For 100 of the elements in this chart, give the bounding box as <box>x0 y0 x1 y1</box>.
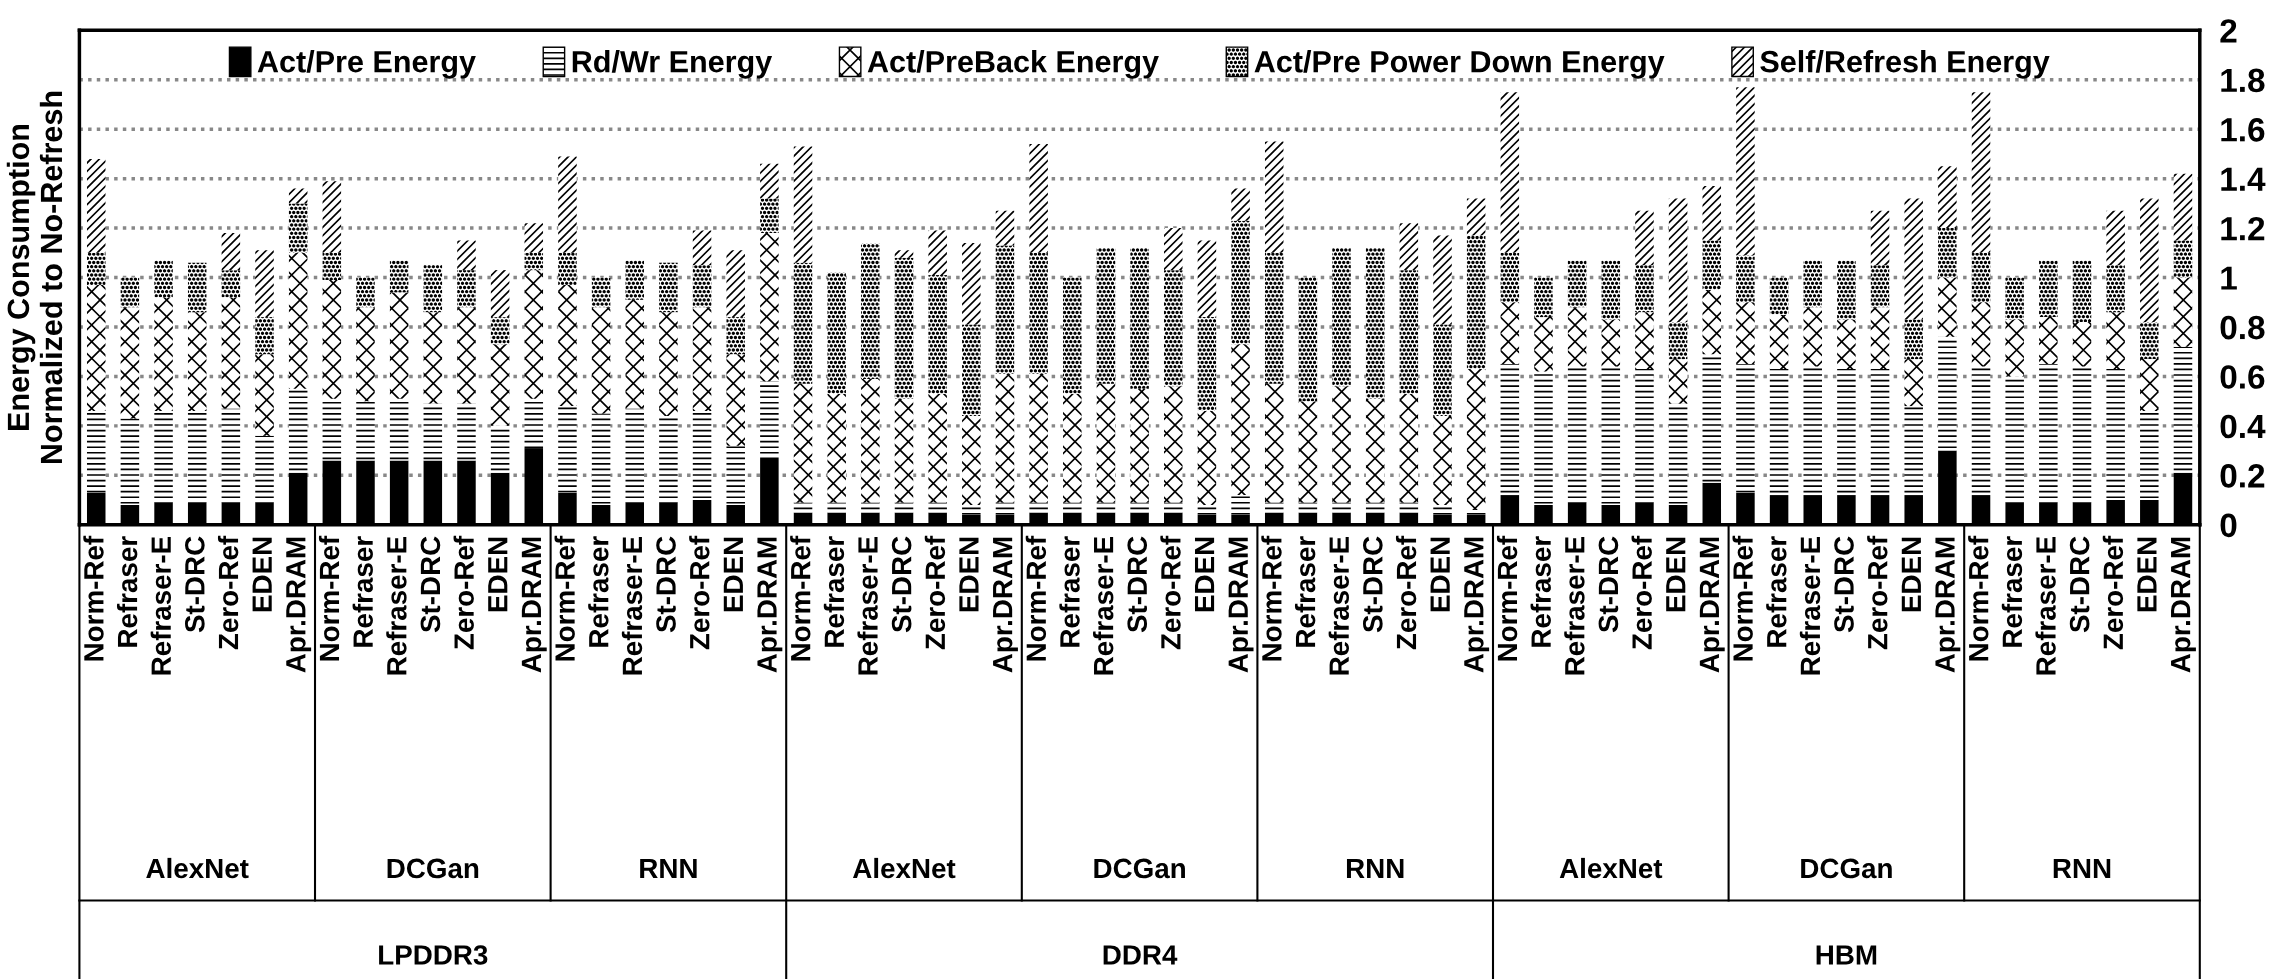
bar <box>2072 260 2092 323</box>
bar <box>1870 210 1890 266</box>
bar <box>1769 369 1789 496</box>
x-tick-label: St-DRC <box>1834 536 1854 633</box>
bar <box>288 203 308 253</box>
bar <box>558 284 577 407</box>
x-tick-label: Norm-Ref <box>83 535 104 661</box>
bar <box>1130 247 1149 389</box>
bar <box>1534 317 1553 372</box>
bar <box>861 378 880 503</box>
bar <box>2140 411 2159 501</box>
legend-label: Self/Refresh Energy <box>1760 50 2050 79</box>
x-tick-label: Zero-Ref <box>1395 535 1417 650</box>
x-tick-label: Zero-Ref <box>2102 535 2124 650</box>
text: DCGan <box>1801 858 1892 879</box>
bar <box>894 250 914 258</box>
x-tick-label: Refraser <box>1530 536 1551 647</box>
x-tick-label: Refraser-E <box>150 536 172 675</box>
bar <box>827 502 846 513</box>
bar <box>86 252 106 285</box>
bar <box>86 411 106 493</box>
x-tick-label: Apr.DRAM <box>521 537 547 673</box>
bar <box>827 393 846 503</box>
bar <box>793 383 813 503</box>
x-tick-label: St-DRC <box>1598 536 1619 633</box>
bar <box>524 270 544 399</box>
y-tick-label: 2 <box>2220 19 2237 43</box>
bar <box>490 270 510 318</box>
x-tick-label: Refraser-E <box>1328 536 1349 675</box>
bar <box>861 242 880 379</box>
bar <box>1567 366 1587 503</box>
bar <box>1197 240 1217 318</box>
bar <box>1870 265 1890 308</box>
bar <box>1803 366 1822 496</box>
bar <box>221 233 241 271</box>
x-tick-label: EDEN <box>1430 537 1450 612</box>
bar <box>490 317 510 345</box>
bar <box>1668 403 1688 505</box>
bar <box>423 312 443 404</box>
bar <box>356 401 375 461</box>
x-tick-label: Zero-Ref <box>453 535 474 650</box>
bar <box>2106 210 2125 266</box>
legend-label: Act/PreBack Energy <box>867 50 1159 79</box>
bar <box>1702 354 1722 483</box>
bar <box>1803 260 1822 308</box>
x-tick-label: Zero-Ref <box>689 535 710 650</box>
bar <box>962 504 981 515</box>
bar <box>659 312 678 416</box>
bar <box>1264 141 1284 253</box>
bar <box>894 398 914 503</box>
bar <box>1769 314 1789 370</box>
bar <box>1063 277 1082 394</box>
y-tick-label: 1.4 <box>2221 167 2266 191</box>
bar <box>1029 502 1048 513</box>
x-tick-label: Refraser-E <box>1564 536 1585 675</box>
bar <box>1938 336 1957 451</box>
bar <box>1231 495 1250 515</box>
bar <box>591 413 611 505</box>
x-tick-label: Apr.DRAM <box>286 537 312 673</box>
bar <box>1433 504 1452 515</box>
x-tick-label: Apr.DRAM <box>1464 537 1490 673</box>
bar <box>120 307 140 419</box>
bar <box>1029 144 1048 253</box>
bar <box>221 408 241 503</box>
x-tick-label: EDEN <box>723 537 743 612</box>
bar <box>1601 319 1621 367</box>
bar <box>1567 307 1587 367</box>
bar <box>322 280 342 399</box>
bar <box>1399 393 1419 503</box>
bar <box>389 260 409 293</box>
x-tick-label: St-DRC <box>420 536 441 633</box>
bar <box>1063 393 1082 503</box>
x-tick-label: Refraser-E <box>386 536 407 675</box>
x-tick-label: Refraser-E <box>1799 536 1821 675</box>
bar <box>356 307 375 402</box>
bar <box>255 317 274 355</box>
x-tick-label: EDEN <box>1666 537 1686 612</box>
x-tick-label: St-DRC <box>185 536 205 633</box>
bar <box>1938 277 1957 337</box>
x-tick-label: Norm-Ref <box>1025 535 1047 661</box>
bar <box>1500 302 1520 365</box>
bar <box>322 252 342 281</box>
bar <box>1164 270 1183 387</box>
x-tick-label: Apr.DRAM <box>2171 537 2196 673</box>
x-tick-label: Refraser-E <box>857 536 878 675</box>
bar <box>288 388 308 473</box>
text: DDR4 <box>1103 945 1178 965</box>
text: AlexNet <box>1559 857 1663 879</box>
legend-label: Act/Pre Energy <box>257 50 476 79</box>
bar <box>356 277 375 308</box>
bar <box>1601 260 1621 320</box>
x-tick-label: Apr.DRAM <box>1228 537 1254 673</box>
bar <box>1096 247 1116 384</box>
bar <box>760 233 779 382</box>
bar <box>1702 289 1722 355</box>
x-tick-label: Apr.DRAM <box>1935 537 1961 673</box>
bar <box>1231 344 1250 496</box>
bar <box>760 163 779 199</box>
bar <box>1635 369 1654 503</box>
bar <box>760 198 779 234</box>
